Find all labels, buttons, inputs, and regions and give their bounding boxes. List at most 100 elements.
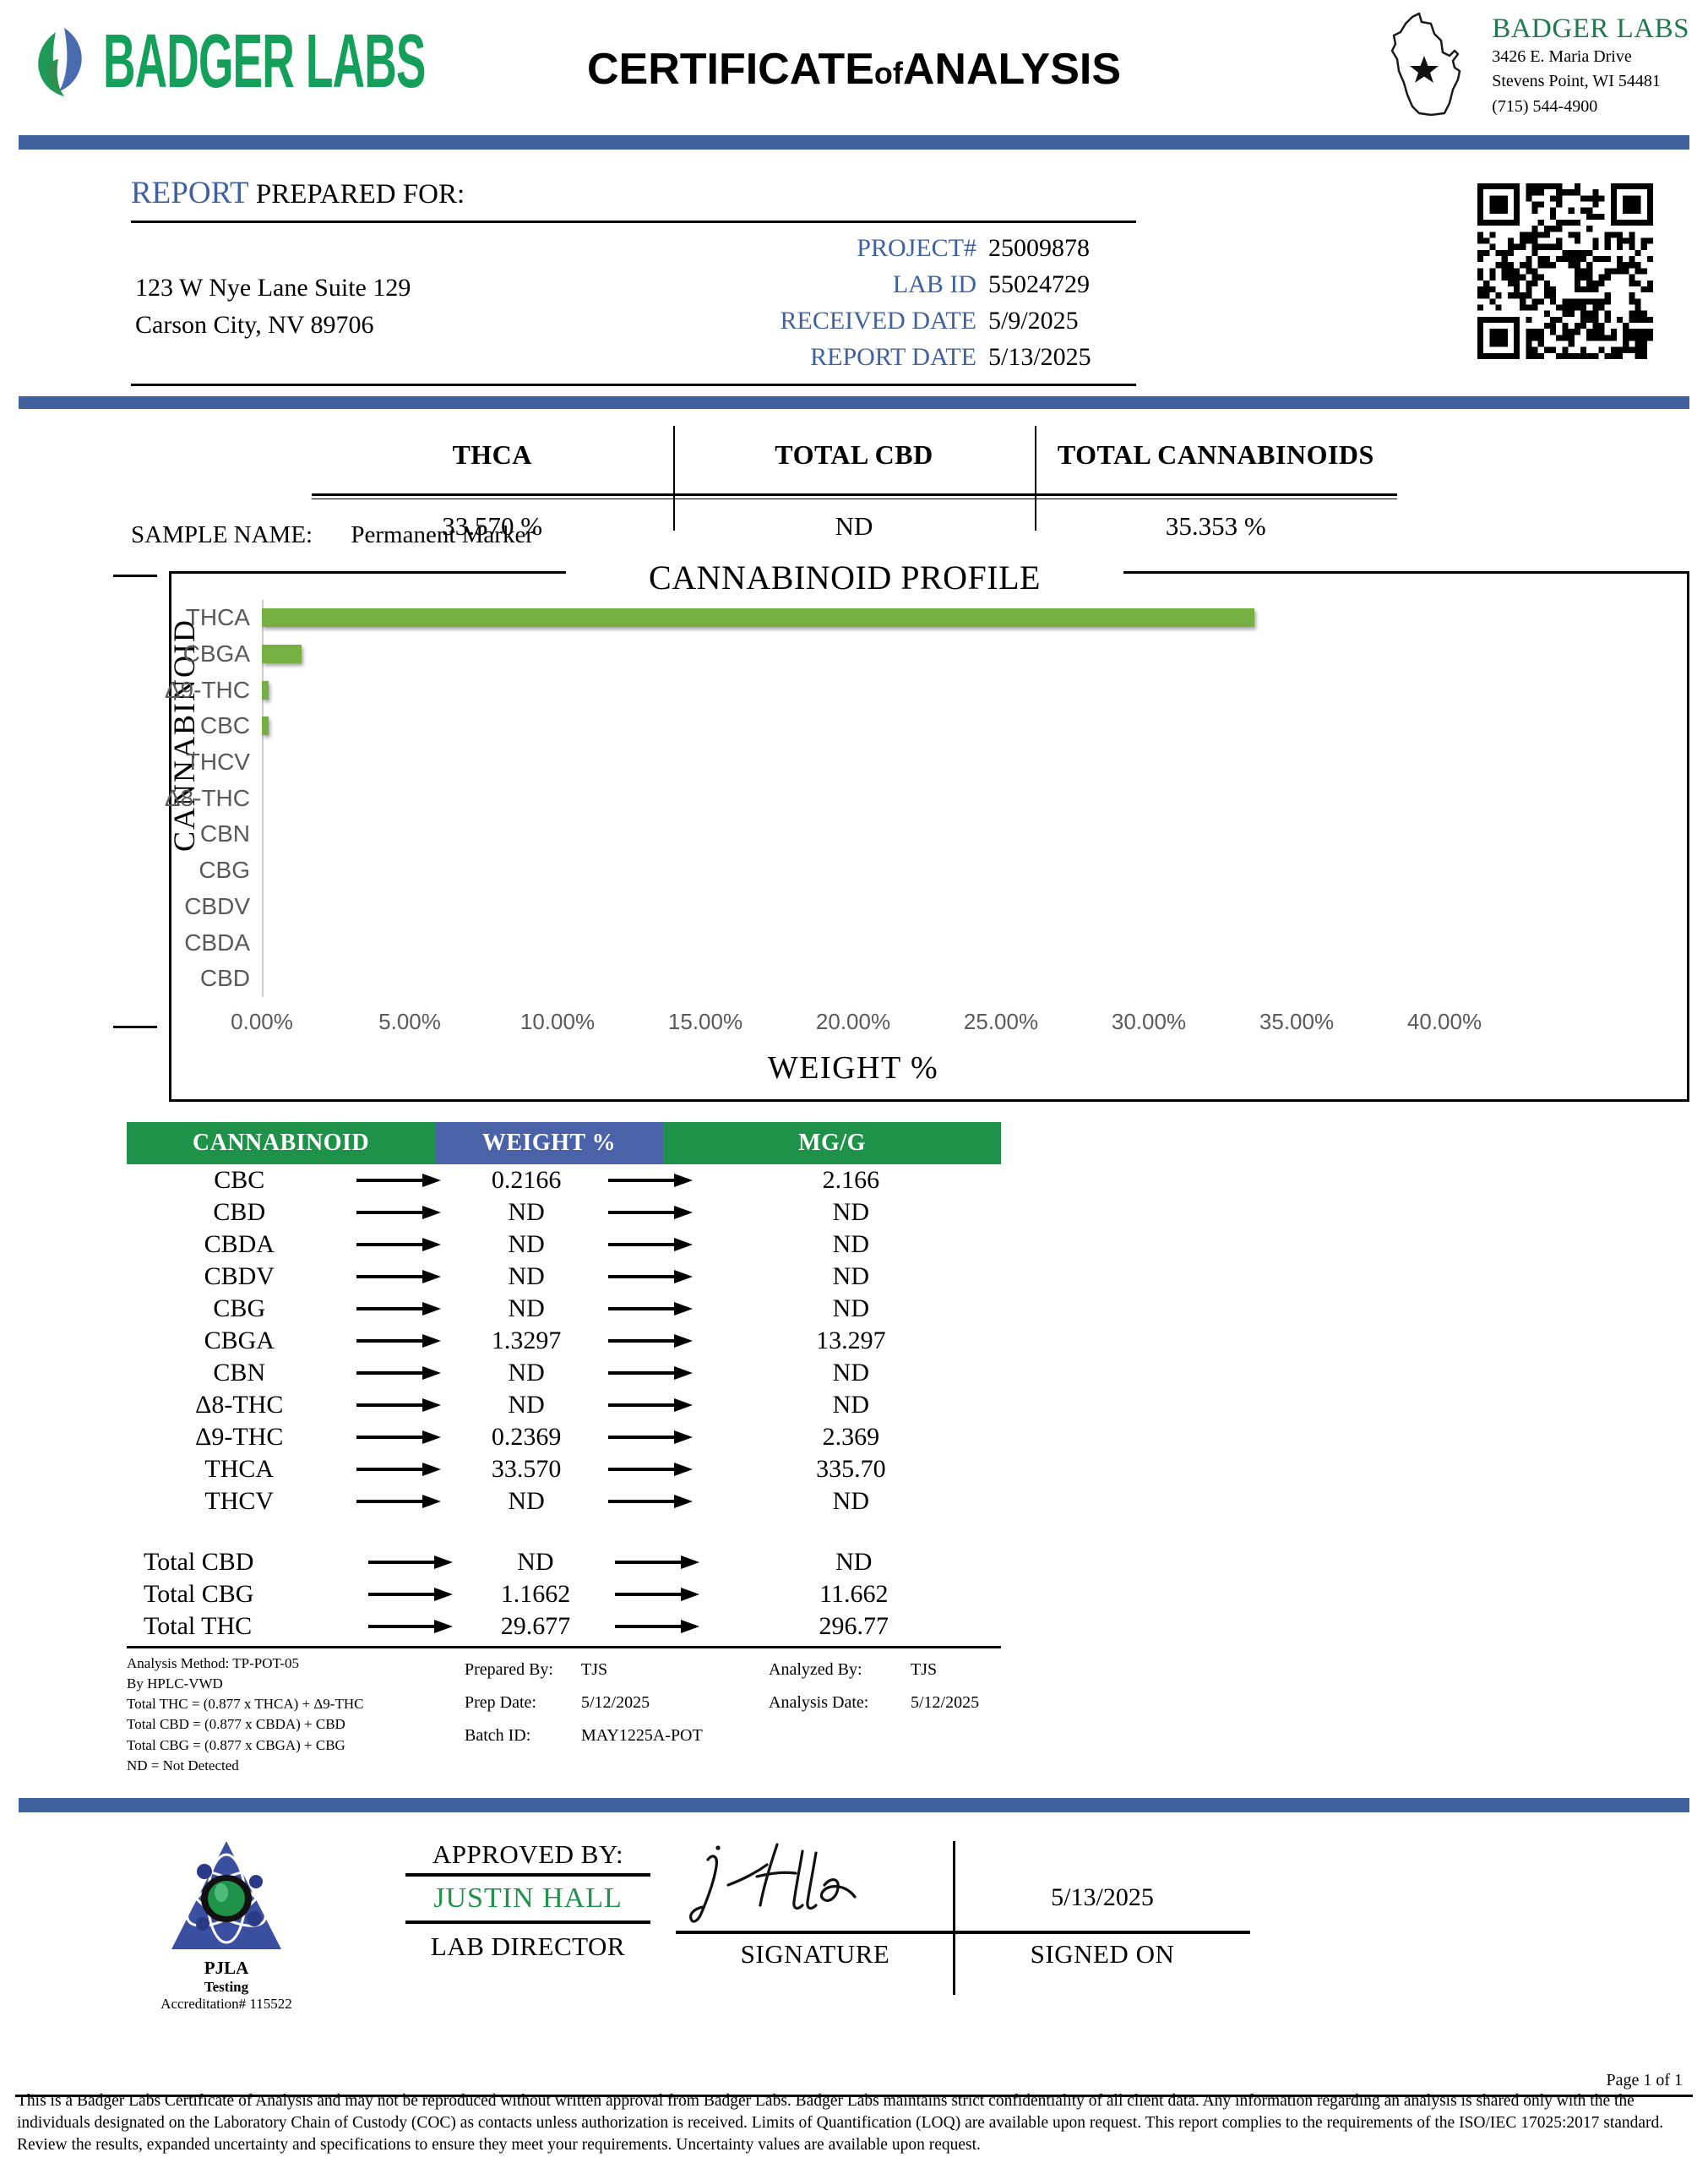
analysis-date-label: Analysis Date: bbox=[769, 1693, 869, 1712]
table-row: CBG ND ND bbox=[127, 1293, 1001, 1325]
prep-date-label: Prep Date: bbox=[465, 1693, 536, 1712]
x-axis-ticks: 0.00% 5.00% 10.00% 15.00% 20.00% 25.00% 30.00%… bbox=[231, 1009, 1482, 1043]
arrow-icon bbox=[356, 1174, 444, 1187]
arrow-icon bbox=[356, 1430, 444, 1444]
pjla-accreditation-number: Accreditation# 115522 bbox=[160, 1995, 292, 2012]
arrow-connector-1 bbox=[352, 1302, 450, 1316]
cell-mgg: 2.369 bbox=[822, 1423, 880, 1451]
column-header-weight-percent: WEIGHT % bbox=[435, 1122, 663, 1164]
cell-mgg: ND bbox=[832, 1198, 869, 1226]
prep-date-value: 5/12/2025 bbox=[581, 1693, 650, 1712]
divider-bar-top bbox=[19, 135, 1689, 150]
arrow-icon bbox=[614, 1620, 703, 1633]
approved-by-rule-bottom bbox=[405, 1920, 650, 1924]
client-address-line-2: Carson City, NV 89706 bbox=[135, 310, 374, 339]
chart-bar-row: CBC bbox=[200, 708, 1444, 744]
summary-header-thca: THCA bbox=[452, 439, 532, 470]
table-row: CBGA 1.3297 13.297 bbox=[127, 1325, 1001, 1357]
qr-code[interactable] bbox=[1477, 183, 1653, 359]
report-rule-bottom bbox=[131, 384, 1136, 386]
lab-address-line-1: 3426 E. Maria Drive bbox=[1492, 47, 1632, 66]
arrow-connector-2 bbox=[603, 1238, 701, 1251]
report-date-value: 5/13/2025 bbox=[988, 343, 1091, 371]
prep-details: Prepared By: TJS Prep Date: 5/12/2025 Batc… bbox=[465, 1654, 769, 1776]
signature-image bbox=[676, 1836, 1250, 1931]
disclaimer-rule bbox=[15, 2095, 1693, 2097]
y-axis-tick-top bbox=[113, 575, 157, 577]
chart-bar bbox=[262, 645, 302, 664]
wisconsin-map-icon bbox=[1382, 12, 1483, 120]
arrow-connector-1 bbox=[364, 1556, 460, 1569]
arrow-icon bbox=[607, 1270, 696, 1283]
cell-mgg: 296.77 bbox=[819, 1612, 889, 1640]
approved-by-rule-top bbox=[405, 1872, 650, 1877]
arrow-icon bbox=[607, 1463, 696, 1476]
lab-phone: (715) 544-4900 bbox=[1492, 96, 1598, 116]
arrow-icon bbox=[356, 1206, 444, 1219]
analyzed-by-value: TJS bbox=[911, 1660, 938, 1679]
arrow-icon bbox=[368, 1588, 456, 1601]
lab-address-line-2: Stevens Point, WI 54481 bbox=[1492, 72, 1661, 91]
cell-mgg: ND bbox=[832, 1230, 869, 1258]
chart-category-label: CBDV bbox=[184, 892, 250, 919]
arrow-connector-1 bbox=[352, 1270, 450, 1283]
arrow-connector-1 bbox=[352, 1206, 450, 1219]
chart-bar-row: Δ9-THC bbox=[165, 672, 1444, 708]
arrow-connector-1 bbox=[364, 1620, 460, 1633]
title-certificate: CERTIFICATE bbox=[586, 45, 874, 94]
x-axis-tick-label: 0.00% bbox=[231, 1009, 293, 1034]
received-date-label: RECEIVED DATE bbox=[780, 307, 976, 335]
pjla-name: PJLA bbox=[204, 1957, 249, 1978]
batch-id-label: Batch ID: bbox=[465, 1726, 531, 1745]
signed-on-label: SIGNED ON bbox=[1030, 1938, 1175, 1969]
table-row: Total CBG 1.1662 11.662 bbox=[127, 1578, 1001, 1610]
approved-by-label: APPROVED BY: bbox=[432, 1839, 624, 1869]
arrow-connector-2 bbox=[603, 1334, 701, 1348]
chart-category-label: CBDA bbox=[184, 929, 250, 956]
cell-weight-percent: 29.677 bbox=[500, 1612, 571, 1640]
chart-bar bbox=[262, 680, 269, 700]
chart-bar-row: THCA bbox=[186, 600, 1444, 636]
approved-by-column: APPROVED BY: JUSTIN HALL LAB DIRECTOR bbox=[405, 1839, 650, 1962]
table-row: CBD ND ND bbox=[127, 1196, 1001, 1229]
approval-block: PJLA Testing Accreditation# 115522 APPRO… bbox=[0, 1831, 1708, 2012]
arrow-connector-2 bbox=[603, 1270, 701, 1283]
summary-results: THCA TOTAL CBD TOTAL CANNABINOIDS 33.570… bbox=[311, 426, 1397, 541]
chart-category-label: CBGA bbox=[182, 640, 250, 667]
arrow-connector-2 bbox=[603, 1302, 701, 1316]
method-line: Analysis Method: TP-POT-05 bbox=[127, 1655, 300, 1671]
lab-id-label: LAB ID bbox=[892, 270, 976, 298]
table-row: THCA 33.570 335.70 bbox=[127, 1453, 1001, 1485]
arrow-icon bbox=[607, 1206, 696, 1219]
analysis-details: Analyzed By: TJS Analysis Date: 5/12/2025 bbox=[769, 1654, 979, 1776]
signature-divider bbox=[953, 1840, 955, 1995]
divider-bar-bottom bbox=[19, 1797, 1689, 1812]
chart-bar-row: CBDA bbox=[184, 924, 1444, 961]
arrow-icon bbox=[356, 1463, 444, 1476]
cell-cannabinoid: CBD bbox=[213, 1198, 266, 1226]
table-row: THCV ND ND bbox=[127, 1485, 1001, 1517]
cell-cannabinoid: CBN bbox=[213, 1359, 266, 1387]
arrow-connector-1 bbox=[352, 1174, 450, 1187]
x-axis-tick-label: 30.00% bbox=[1111, 1009, 1187, 1034]
chart-bar-row: CBD bbox=[200, 961, 1444, 997]
x-axis-tick-label: 35.00% bbox=[1259, 1009, 1335, 1034]
cell-cannabinoid: Δ8-THC bbox=[195, 1391, 284, 1419]
arrow-connector-1 bbox=[352, 1238, 450, 1251]
cell-weight-percent: 0.2166 bbox=[491, 1166, 562, 1194]
cell-weight-percent: ND bbox=[508, 1294, 545, 1322]
arrow-icon bbox=[368, 1556, 456, 1569]
arrow-connector-2 bbox=[603, 1206, 701, 1219]
analyzed-by-label: Analyzed By: bbox=[769, 1660, 862, 1679]
arrow-icon bbox=[356, 1270, 444, 1283]
report-metadata: PROJECT# 25009878 LAB ID 55024729 RECEIV… bbox=[693, 234, 1136, 379]
arrow-icon bbox=[607, 1495, 696, 1508]
cannabinoid-results-table: CANNABINOID WEIGHT % MG/G CBC 0.2166 2.166… bbox=[127, 1122, 1001, 1648]
prepared-for-word: PREPARED FOR: bbox=[255, 179, 465, 210]
table-row: Total CBD ND ND bbox=[127, 1546, 1001, 1578]
cell-cannabinoid: Total THC bbox=[144, 1612, 253, 1640]
cell-cannabinoid: Δ9-THC bbox=[195, 1423, 284, 1451]
received-date-value: 5/9/2025 bbox=[988, 307, 1079, 335]
cell-cannabinoid: CBGA bbox=[204, 1327, 275, 1354]
